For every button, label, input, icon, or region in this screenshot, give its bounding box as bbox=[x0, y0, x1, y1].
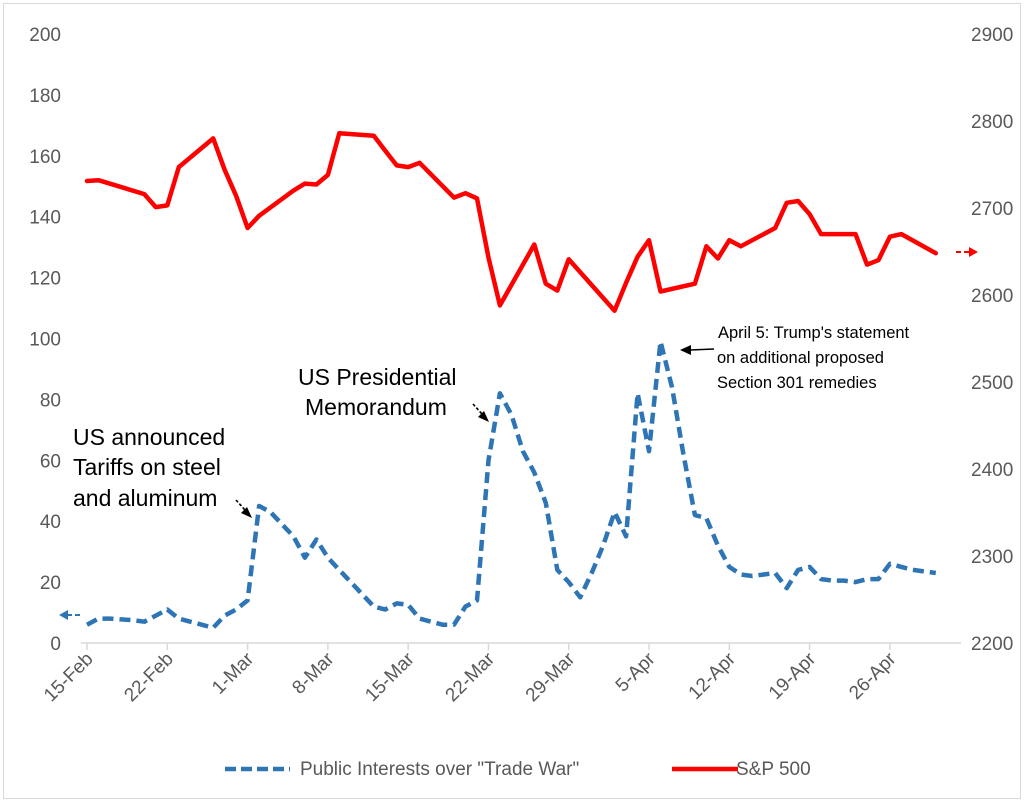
annotation-arrow-tariffs bbox=[235, 499, 252, 518]
annotation-arrow-memorandum bbox=[472, 403, 489, 422]
left-axis-tick-label: 100 bbox=[29, 330, 61, 351]
x-axis-tick-marks bbox=[86, 643, 891, 650]
annotation-tariffs-line-2: Tariffs on steel bbox=[73, 454, 221, 480]
annotation-april5-line-2: on additional proposed bbox=[717, 349, 884, 367]
x-axis-tick-label: 15-Feb bbox=[40, 649, 97, 706]
legend-label-sp500: S&P 500 bbox=[736, 759, 811, 780]
x-axis-tick-label: 5-Apr bbox=[612, 648, 660, 696]
right-axis-tick-label: 2300 bbox=[971, 547, 1013, 568]
left-axis-tick-label: 0 bbox=[50, 634, 61, 655]
right-axis-tick-label: 2600 bbox=[971, 286, 1013, 307]
x-axis-tick-labels: 15-Feb 22-Feb 1-Mar 8-Mar 15-Mar 22-Mar 29-Mar… bbox=[40, 648, 901, 706]
x-axis-tick-label: 19-Apr bbox=[765, 648, 821, 704]
left-axis-tick-label: 40 bbox=[40, 512, 61, 533]
annotation-arrow-april5 bbox=[680, 345, 715, 355]
annotation-memorandum-line-2: Memorandum bbox=[305, 394, 447, 420]
left-axis-tick-label: 140 bbox=[29, 208, 61, 229]
chart-frame bbox=[3, 3, 1021, 799]
series-line-trade-war bbox=[85, 339, 937, 631]
right-axis-tick-label: 2500 bbox=[971, 373, 1013, 394]
right-axis-tick-label: 2900 bbox=[971, 25, 1013, 46]
x-axis-tick-label: 22-Feb bbox=[120, 649, 177, 706]
right-axis-indicator-arrow bbox=[956, 247, 978, 257]
right-axis-tick-label: 2700 bbox=[971, 199, 1013, 220]
right-axis-tick-label: 2400 bbox=[971, 460, 1013, 481]
series-line-sp500 bbox=[84, 130, 939, 313]
x-axis-tick-label: 8-Mar bbox=[288, 648, 338, 698]
left-axis-indicator-arrow bbox=[59, 610, 80, 620]
series-layer bbox=[84, 130, 939, 631]
legend-item-sp500: S&P 500 bbox=[672, 759, 811, 780]
annotation-april5: April 5: Trump's statement on additional… bbox=[717, 324, 914, 392]
x-axis-tick-label: 12-Apr bbox=[685, 648, 741, 704]
legend: Public Interests over "Trade War" S&P 50… bbox=[225, 759, 811, 780]
annotation-memorandum-line-1: US Presidential bbox=[298, 364, 457, 390]
annotation-april5-line-1: April 5: Trump's statement bbox=[718, 324, 910, 342]
left-axis-tick-label: 160 bbox=[29, 147, 61, 168]
annotation-memorandum: US Presidential Memorandum bbox=[298, 364, 463, 420]
left-axis-tick-label: 180 bbox=[29, 86, 61, 107]
legend-item-trade-war: Public Interests over "Trade War" bbox=[225, 759, 579, 780]
annotation-tariffs-line-3: and aluminum bbox=[73, 485, 217, 511]
left-axis-ticks: 0 20 40 60 80 100 120 140 160 180 200 bbox=[29, 25, 61, 655]
x-axis-tick-label: 15-Mar bbox=[361, 648, 419, 706]
left-axis-tick-label: 20 bbox=[40, 573, 61, 594]
x-axis-tick-label: 1-Mar bbox=[208, 648, 258, 698]
left-axis-tick-label: 200 bbox=[29, 25, 61, 46]
x-axis-tick-label: 26-Apr bbox=[845, 648, 901, 704]
x-axis-tick-label: 22-Mar bbox=[442, 648, 500, 706]
annotation-tariffs-line-1: US announced bbox=[73, 424, 225, 450]
left-axis-tick-label: 120 bbox=[29, 269, 61, 290]
annotation-april5-line-3: Section 301 remedies bbox=[717, 374, 877, 392]
left-axis-tick-label: 80 bbox=[40, 390, 61, 411]
x-axis-tick-label: 29-Mar bbox=[522, 648, 580, 706]
right-axis-tick-label: 2200 bbox=[971, 634, 1013, 655]
right-axis-tick-label: 2800 bbox=[971, 112, 1013, 133]
left-axis-tick-label: 60 bbox=[40, 451, 61, 472]
right-axis-ticks: 2200 2300 2400 2500 2600 2700 2800 2900 bbox=[971, 25, 1013, 655]
annotation-tariffs: US announced Tariffs on steel and alumin… bbox=[73, 424, 232, 511]
legend-label-trade-war: Public Interests over "Trade War" bbox=[300, 759, 579, 780]
